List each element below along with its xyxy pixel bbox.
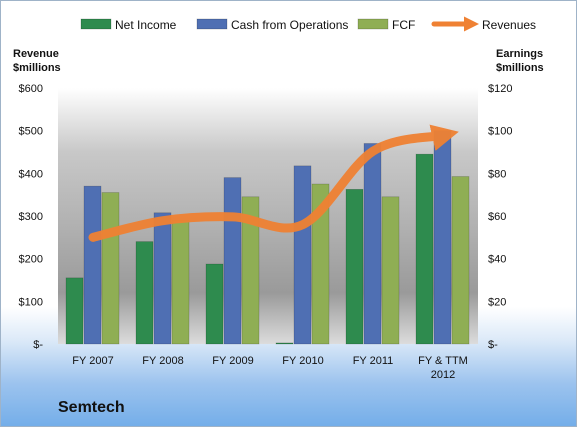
right-axis-title: Earnings $millions <box>496 48 544 74</box>
bar-fcf <box>101 192 120 345</box>
category-label: FY 2009 <box>212 355 253 367</box>
bar-cash-from-operations <box>363 143 382 345</box>
category-label: FY 2011 <box>353 355 394 367</box>
left-tick-label: $500 <box>19 126 43 138</box>
revenue-line <box>88 124 459 242</box>
bar-net-income <box>415 153 434 345</box>
bar-net-income <box>135 241 154 345</box>
bar-cash-from-operations <box>433 130 452 345</box>
bar-net-income <box>275 342 294 345</box>
bar-cash-from-operations <box>83 185 102 345</box>
legend-label: Cash from Operations <box>231 18 348 32</box>
axis-title-line: Revenue <box>13 48 59 60</box>
legend-label: Revenues <box>482 18 536 32</box>
legend: Net Income Cash from Operations FCF Revenue… <box>80 16 536 32</box>
category-label: FY 2008 <box>142 355 183 367</box>
legend-label: FCF <box>392 18 415 32</box>
left-axis-ticks: $- $100 $200 $300 $400 $500 $600 <box>19 83 44 351</box>
bar-net-income <box>205 263 224 345</box>
legend-swatch <box>357 18 389 30</box>
left-tick-label: $100 <box>19 296 43 308</box>
right-tick-label: $40 <box>488 254 506 266</box>
category-label-line: FY 2010 <box>282 355 323 367</box>
plot-area <box>58 88 478 344</box>
bar-cash-from-operations <box>153 212 172 345</box>
right-tick-label: $80 <box>488 168 506 180</box>
category-label: FY & TTM 2012 <box>418 355 468 381</box>
category-label-line: FY & TTM <box>418 355 468 367</box>
bar-cash-from-operations <box>293 165 312 345</box>
left-tick-label: $400 <box>19 168 43 180</box>
bar-net-income <box>65 277 84 345</box>
right-tick-label: $- <box>488 339 498 351</box>
legend-label: Net Income <box>115 18 177 32</box>
bar-cash-from-operations <box>223 177 242 345</box>
bar-fcf <box>381 196 400 345</box>
category-label-line: FY 2009 <box>212 355 253 367</box>
left-tick-label: $- <box>33 339 43 351</box>
bar-fcf <box>241 196 260 345</box>
legend-swatch <box>196 18 228 30</box>
category-label-line: FY 2011 <box>353 355 394 367</box>
axis-title-line: $millions <box>13 62 61 74</box>
category-labels: FY 2007 FY 2008 FY 2009 FY 2010 FY 2011 FY & … <box>72 355 468 381</box>
axis-title-line: $millions <box>496 62 544 74</box>
right-tick-label: $120 <box>488 83 512 95</box>
left-tick-label: $600 <box>19 83 43 95</box>
right-tick-label: $20 <box>488 296 506 308</box>
category-label-line: FY 2008 <box>142 355 183 367</box>
category-label: FY 2007 <box>72 355 113 367</box>
axis-title-line: Earnings <box>496 48 543 60</box>
right-tick-label: $60 <box>488 211 506 223</box>
bar-fcf <box>451 176 470 345</box>
bar-series <box>65 130 470 345</box>
revenue-line-path <box>88 124 459 242</box>
bar-net-income <box>345 189 364 345</box>
category-label-line: FY 2007 <box>72 355 113 367</box>
bar-fcf <box>311 183 330 345</box>
category-label: FY 2010 <box>282 355 323 367</box>
legend-swatch <box>80 18 112 30</box>
chart-title: Semtech <box>58 399 125 416</box>
right-tick-label: $100 <box>488 126 512 138</box>
category-label-line: 2012 <box>431 369 455 381</box>
left-tick-label: $200 <box>19 254 43 266</box>
bar-fcf <box>171 219 190 345</box>
right-axis-ticks: $- $20 $40 $60 $80 $100 $120 <box>488 83 512 351</box>
left-tick-label: $300 <box>19 211 43 223</box>
left-axis-title: Revenue $millions <box>13 48 61 74</box>
